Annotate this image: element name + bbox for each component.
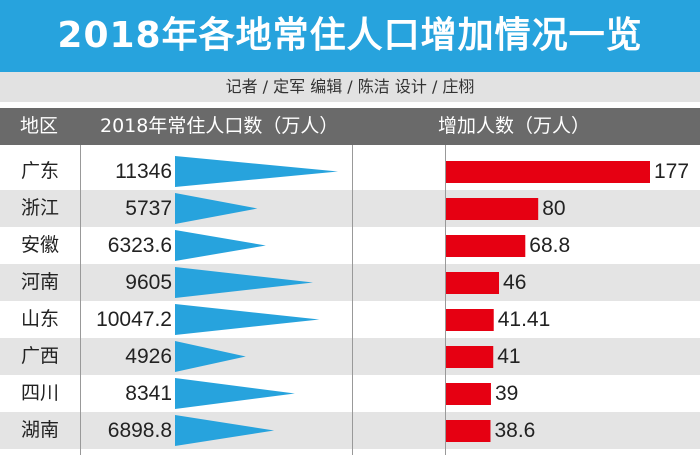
region-label: 湖南	[20, 419, 59, 441]
population-value: 4926	[125, 345, 172, 368]
increase-bar	[446, 272, 500, 294]
population-value: 6898.8	[107, 419, 172, 442]
row-marks	[175, 378, 491, 409]
population-triangle	[175, 193, 258, 224]
population-value: 6323.6	[107, 234, 172, 257]
increase-bar	[446, 235, 526, 257]
population-triangle	[175, 230, 266, 261]
region-label: 广东	[20, 160, 59, 182]
increase-bar	[446, 383, 491, 405]
region-label: 河南	[20, 271, 59, 293]
population-value: 5737	[125, 197, 172, 220]
region-label: 浙江	[20, 197, 59, 219]
increase-bar	[446, 198, 539, 220]
credits: 记者 / 定军 编辑 / 陈洁 设计 / 庄栩	[0, 72, 700, 102]
region-label: 四川	[20, 382, 59, 404]
increase-bar	[446, 420, 491, 442]
table-header: 地区 2018年常住人口数（万人） 增加人数（万人）	[0, 108, 700, 145]
row-marks	[175, 156, 650, 187]
header-region: 地区	[20, 115, 59, 137]
table-row: 湖南 6898.8 38.6	[0, 412, 700, 449]
region-label: 广西	[20, 345, 59, 367]
table-row: 山东 10047.2 41.41	[0, 301, 700, 338]
row-marks	[175, 341, 494, 372]
table-row: 安徽 6323.6 68.8	[0, 227, 700, 264]
increase-value: 41.41	[497, 308, 551, 331]
increase-bar	[446, 346, 494, 368]
divider	[445, 145, 446, 455]
population-triangle	[175, 156, 338, 187]
population-value: 9605	[125, 271, 172, 294]
population-triangle	[175, 267, 313, 298]
table-row: 河南 9605 46	[0, 264, 700, 301]
table-body: 广东 11346 177 浙江 5737 80 安徽 6323.6 68.8 河…	[0, 153, 700, 449]
population-triangle	[175, 304, 320, 335]
increase-value: 46	[503, 271, 527, 294]
increase-value: 38.6	[494, 419, 536, 442]
increase-value: 80	[542, 197, 566, 220]
row-marks	[175, 304, 494, 335]
table-row: 广东 11346 177	[0, 153, 700, 190]
increase-value: 177	[654, 160, 690, 183]
population-value: 10047.2	[96, 308, 172, 331]
increase-bar	[446, 161, 650, 183]
table-row: 四川 8341 39	[0, 375, 700, 412]
increase-value: 41	[497, 345, 521, 368]
table-row: 广西 4926 41	[0, 338, 700, 375]
divider	[352, 145, 353, 455]
increase-bar	[446, 309, 494, 331]
chart-title: 2018年各地常住人口增加情况一览	[0, 0, 700, 72]
region-label: 安徽	[20, 234, 59, 256]
population-triangle	[175, 341, 246, 372]
region-label: 山东	[20, 308, 59, 330]
increase-value: 39	[494, 382, 519, 405]
divider	[80, 145, 81, 455]
table-row: 浙江 5737 80	[0, 190, 700, 227]
row-marks	[175, 230, 526, 261]
row-marks	[175, 415, 491, 446]
header-population: 2018年常住人口数（万人）	[100, 115, 339, 137]
row-marks	[175, 193, 539, 224]
population-triangle	[175, 378, 295, 409]
row-marks	[175, 267, 500, 298]
population-triangle	[175, 415, 275, 446]
increase-value: 68.8	[529, 234, 571, 257]
header-increase: 增加人数（万人）	[438, 115, 591, 137]
population-value: 11346	[115, 160, 172, 183]
population-value: 8341	[125, 382, 172, 405]
